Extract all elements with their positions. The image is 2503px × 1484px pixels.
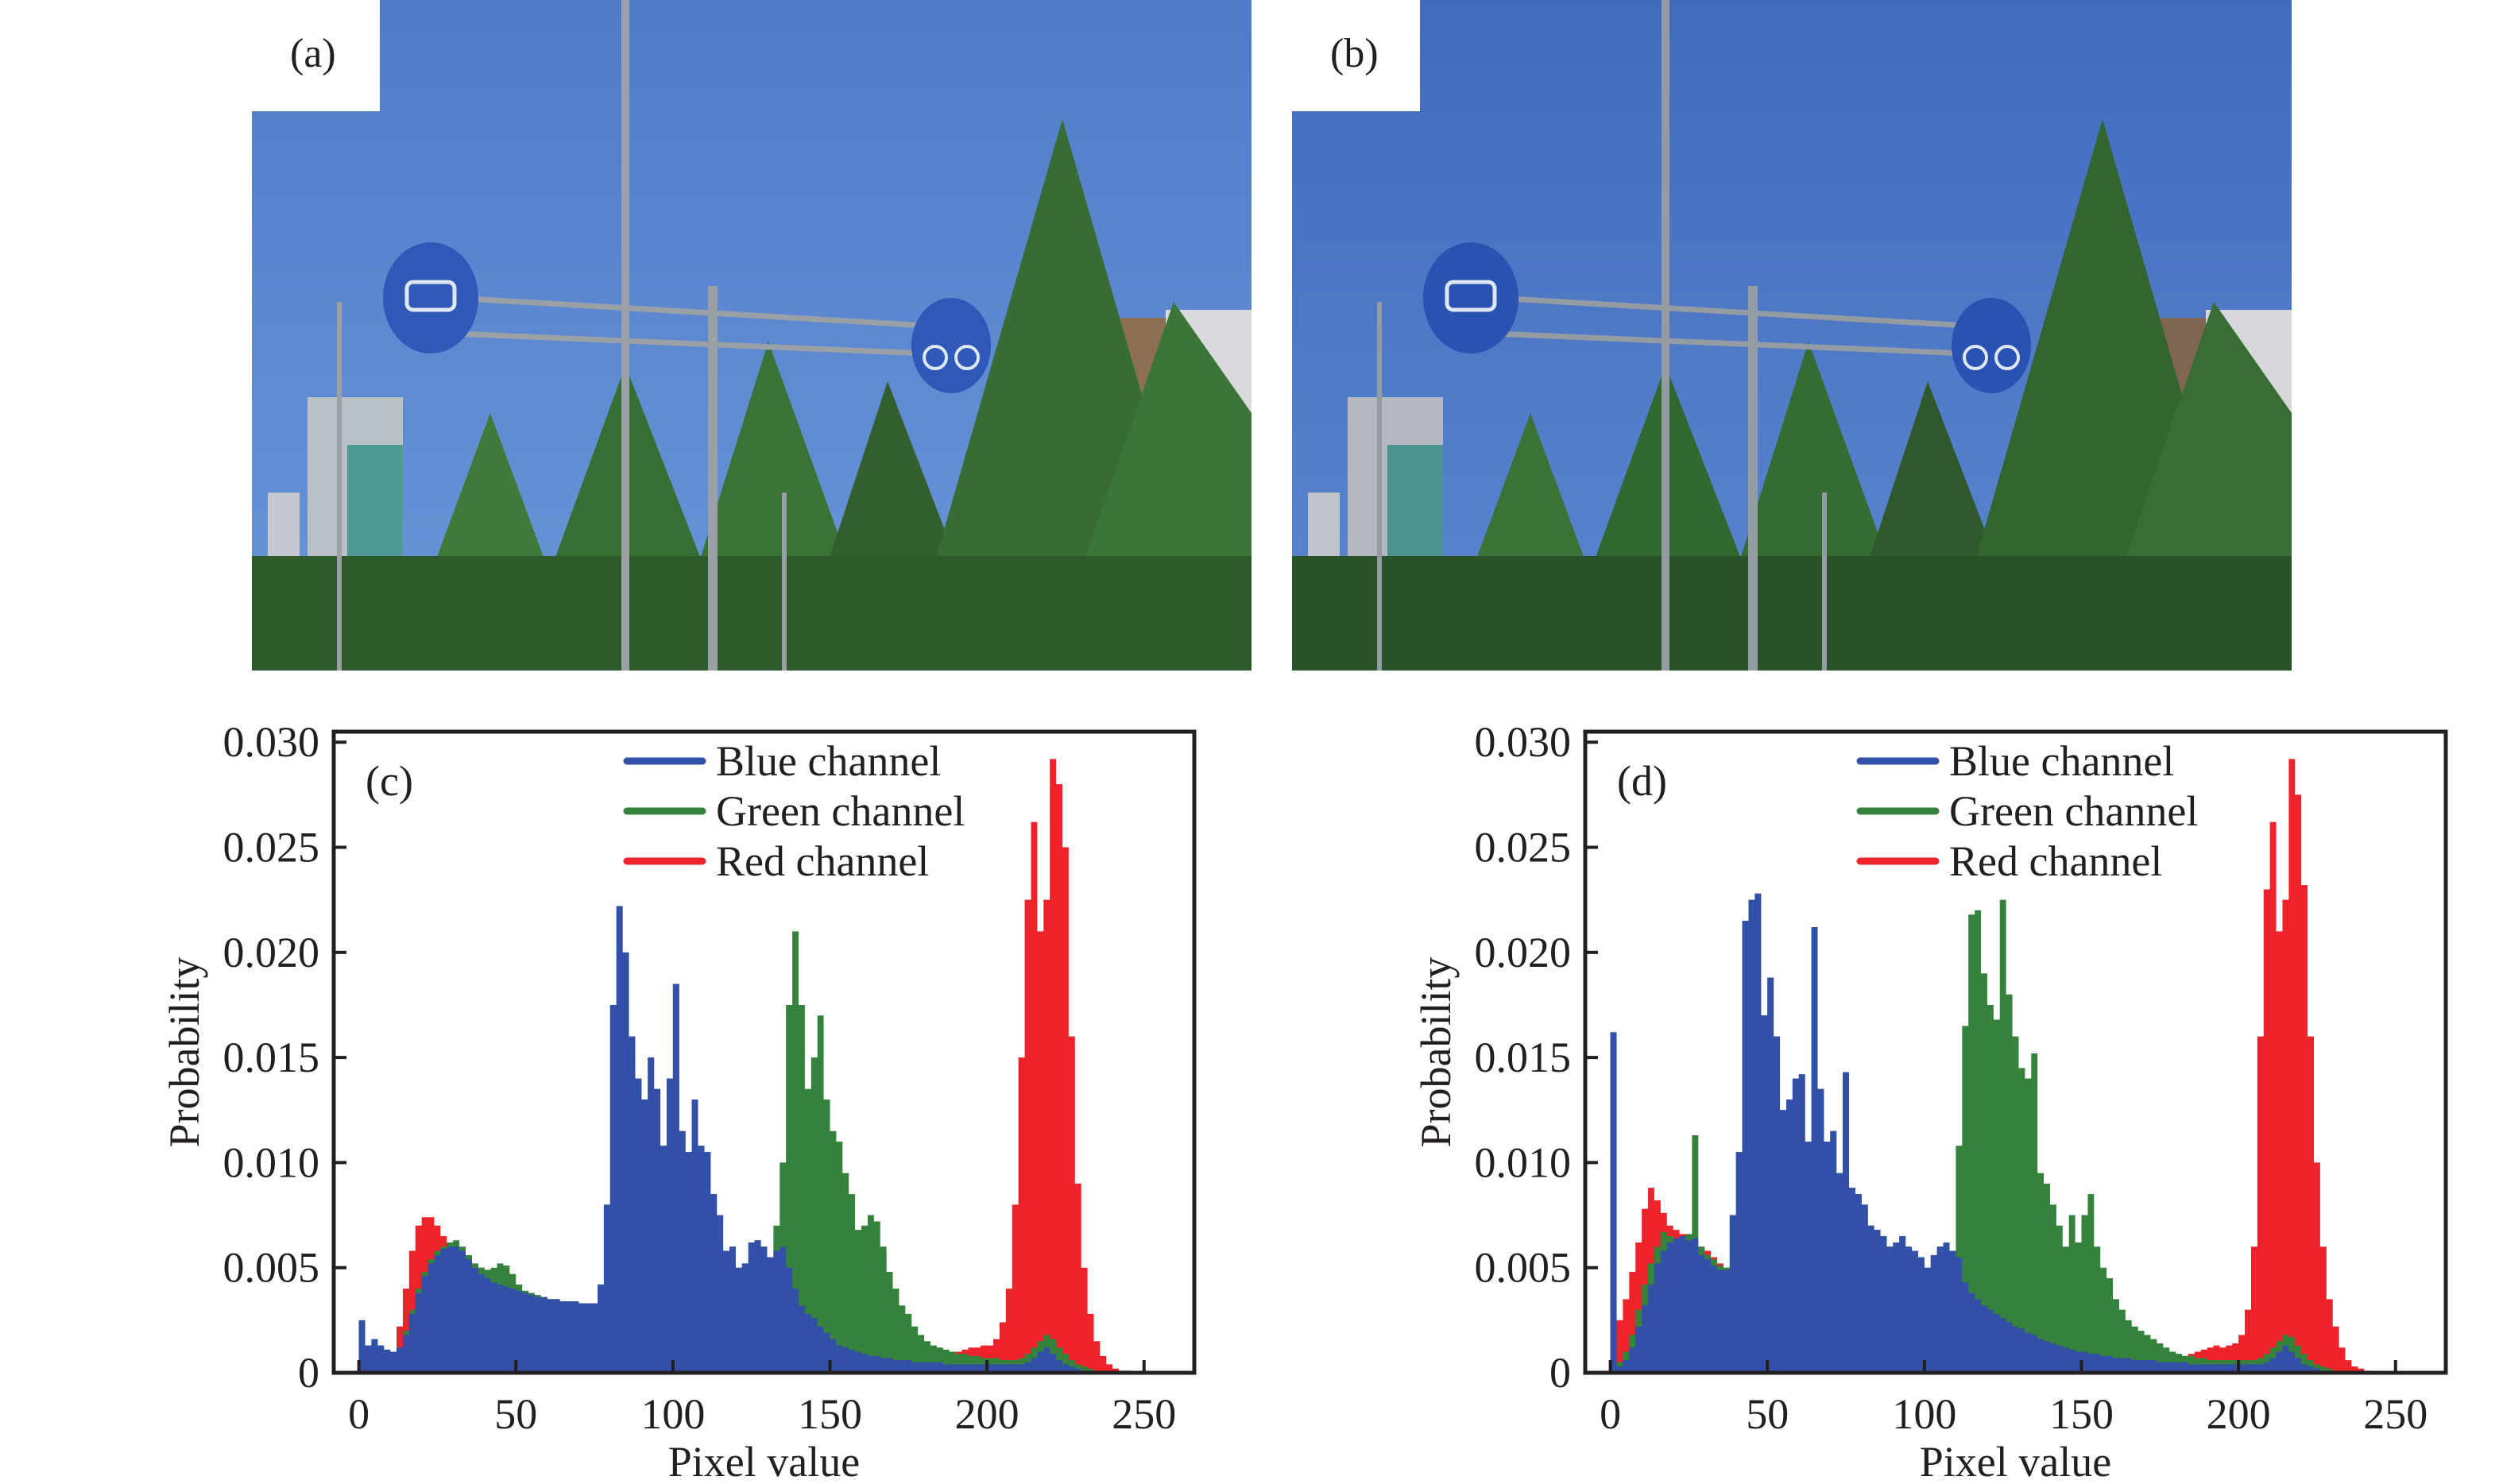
y-tick-label: 0	[1549, 1349, 1571, 1397]
plot-frame	[1583, 729, 2448, 1375]
x-tick-label: 0	[1600, 1390, 1621, 1438]
street-scene-image-a	[252, 0, 1252, 671]
x-tick-label: 50	[1746, 1390, 1789, 1438]
y-tick-label: 0.030	[223, 718, 320, 766]
legend-label: Green channel	[1949, 787, 2198, 835]
legend-label: Blue channel	[716, 737, 941, 785]
panel-label-a-box: (a)	[249, 0, 380, 111]
x-tick-label: 200	[2207, 1390, 2271, 1438]
street-scene-image-b	[1292, 0, 2292, 671]
x-tick-label: 200	[955, 1390, 1019, 1438]
y-tick-label: 0.005	[223, 1244, 320, 1292]
traffic-sign-car	[383, 242, 478, 354]
y-tick-label: 0.005	[1475, 1244, 1572, 1292]
y-tick-label: 0.010	[223, 1138, 320, 1186]
plot-frame	[331, 729, 1197, 1375]
x-axis-label: Pixel value	[1920, 1438, 2111, 1484]
panel-label: (c)	[366, 757, 413, 805]
y-tick-label: 0.025	[223, 824, 320, 871]
x-tick-label: 150	[2049, 1390, 2114, 1438]
legend-label: Green channel	[716, 787, 965, 835]
x-axis-label: Pixel value	[668, 1438, 860, 1484]
y-axis-label: Probability	[161, 957, 208, 1148]
x-tick-label: 150	[798, 1390, 862, 1438]
legend-label: Blue channel	[1949, 737, 2174, 785]
panel-label: (d)	[1617, 757, 1667, 805]
y-tick-label: 0.025	[1475, 824, 1572, 871]
traffic-sign-car	[1423, 242, 1518, 354]
traffic-sign-bicycle	[911, 298, 991, 393]
x-tick-label: 50	[494, 1390, 537, 1438]
y-tick-label: 0.015	[223, 1034, 320, 1081]
traffic-sign-bicycle	[1952, 298, 2031, 393]
x-tick-label: 250	[1112, 1390, 1176, 1438]
legend-label: Red channel	[716, 837, 929, 885]
y-axis-label: Probability	[1412, 957, 1460, 1148]
y-tick-label: 0.020	[223, 929, 320, 976]
x-tick-label: 100	[1892, 1390, 1956, 1438]
histogram-chart-d: 0 0.005 0.010 0.015 0.020 0.025 0.030 0 50 100 150…	[1412, 718, 2448, 1484]
panel-label-b-box: (b)	[1289, 0, 1420, 111]
photo-enhanced	[1292, 0, 2292, 671]
poles	[337, 0, 928, 671]
panel-label-a: (a)	[290, 31, 336, 76]
histogram-area-blue-channel	[1610, 893, 2415, 1373]
y-tick-label: 0.010	[1475, 1138, 1572, 1186]
histogram-area-blue-channel	[358, 906, 1163, 1373]
trees	[1292, 119, 2292, 671]
x-tick-label: 250	[2363, 1390, 2428, 1438]
y-tick-label: 0.015	[1475, 1034, 1572, 1081]
y-tick-label: 0	[298, 1349, 319, 1397]
x-tick-label: 0	[348, 1390, 369, 1438]
legend-label: Red channel	[1949, 837, 2162, 885]
poles	[1377, 0, 1968, 671]
y-tick-label: 0.020	[1475, 929, 1572, 976]
photo-original	[252, 0, 1252, 671]
y-tick-label: 0.030	[1475, 718, 1572, 766]
panel-label-b: (b)	[1330, 31, 1379, 76]
x-tick-label: 100	[640, 1390, 705, 1438]
trees	[252, 119, 1252, 671]
histogram-chart-c: 0 0.005 0.010 0.015 0.020 0.025 0.030 0 50 100 150…	[161, 718, 1197, 1484]
